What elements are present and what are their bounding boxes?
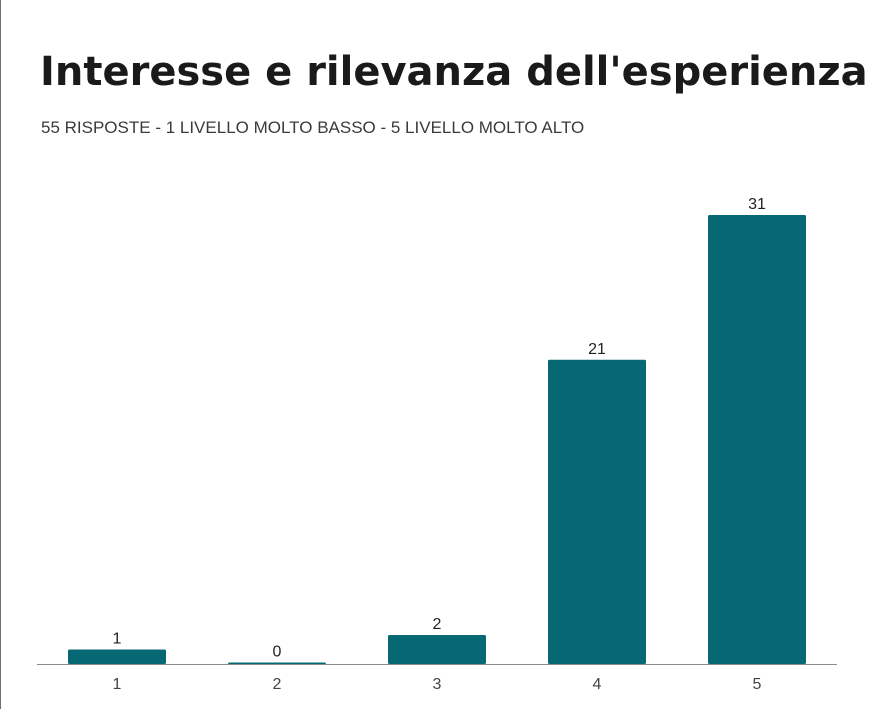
bar-5 [708, 215, 806, 664]
labels-group: 1 1 0 2 2 3 21 4 31 5 [113, 196, 766, 693]
bar-3 [388, 635, 486, 664]
x-tick-label-2: 2 [273, 676, 282, 693]
value-label-3: 2 [433, 616, 442, 633]
chart-subtitle: 55 RISPOSTE - 1 LIVELLO MOLTO BASSO - 5 … [41, 118, 585, 137]
bar-2 [228, 662, 326, 664]
chart-title: Interesse e rilevanza dell'esperienza [40, 49, 868, 95]
left-border-line [0, 0, 1, 709]
x-tick-label-4: 4 [593, 676, 602, 693]
value-label-2: 0 [273, 644, 282, 661]
value-label-1: 1 [113, 631, 122, 648]
x-tick-label-3: 3 [433, 676, 442, 693]
value-label-5: 31 [748, 196, 766, 213]
bars-group [68, 215, 806, 664]
value-label-4: 21 [588, 341, 606, 358]
x-tick-label-5: 5 [753, 676, 762, 693]
bar-4 [548, 359, 646, 664]
bar-1 [68, 649, 166, 664]
x-tick-label-1: 1 [113, 676, 122, 693]
